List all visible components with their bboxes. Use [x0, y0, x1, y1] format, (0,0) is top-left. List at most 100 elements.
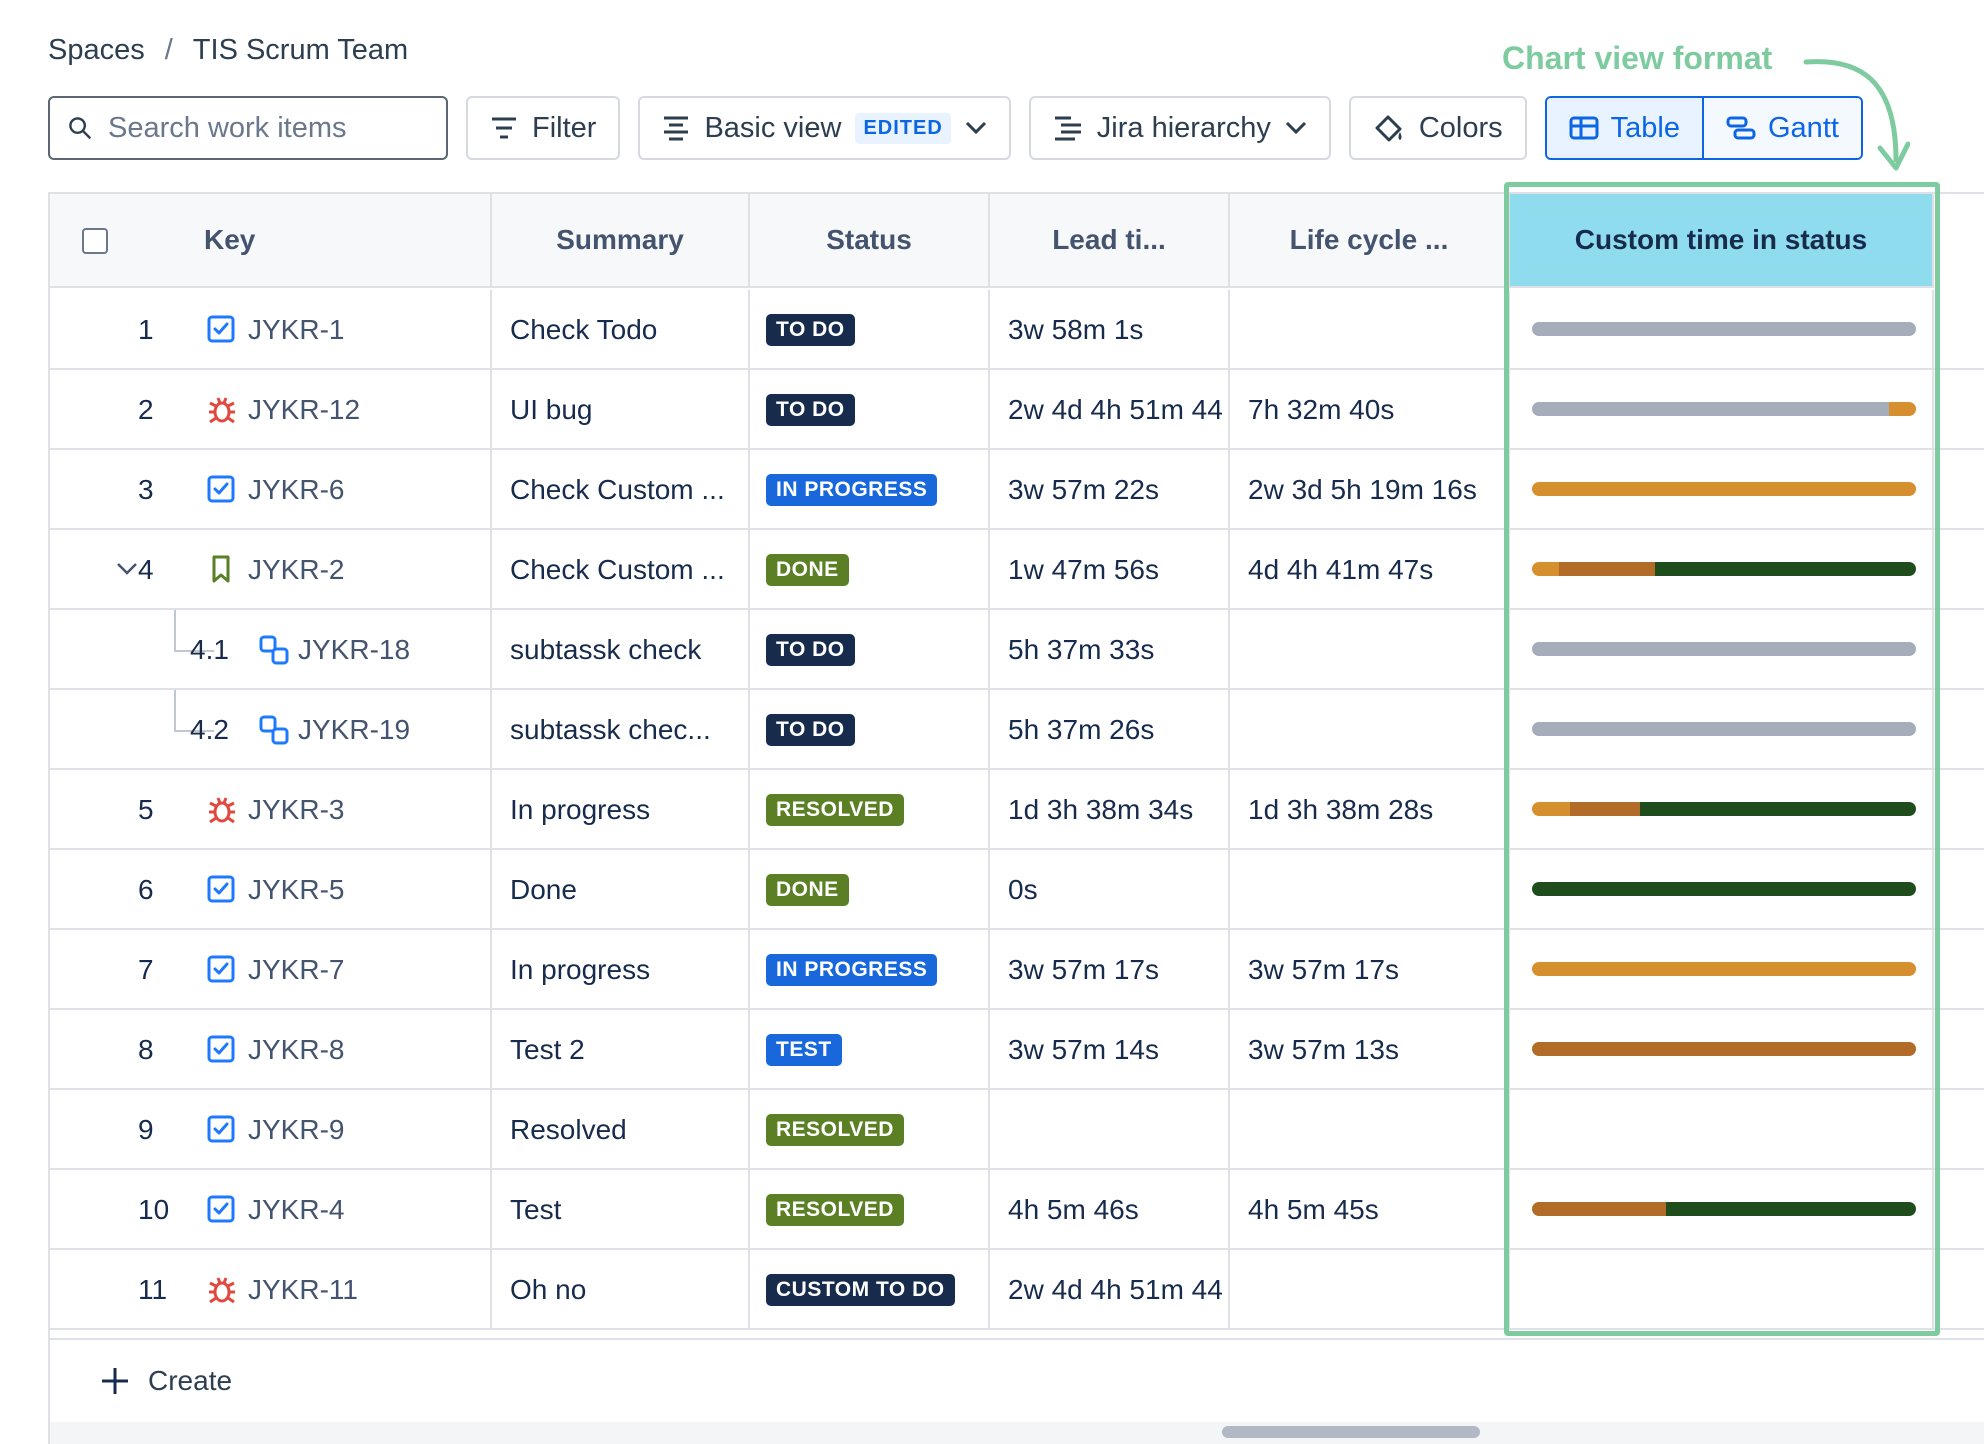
- status-badge[interactable]: TO DO: [766, 714, 855, 746]
- status-cell[interactable]: TO DO: [750, 290, 990, 370]
- summary-cell[interactable]: Resolved: [492, 1090, 750, 1170]
- status-cell[interactable]: DONE: [750, 850, 990, 930]
- status-cell[interactable]: TO DO: [750, 610, 990, 690]
- table-row[interactable]: 10 JYKR-4 Test RESOLVED 4h 5m 46s 4h 5m 45s: [50, 1170, 1984, 1250]
- status-badge[interactable]: TO DO: [766, 634, 855, 666]
- summary-cell[interactable]: UI bug: [492, 370, 750, 450]
- summary-cell[interactable]: In progress: [492, 770, 750, 850]
- table-row[interactable]: 4 JYKR-2 Check Custom ... DONE 1w 47m 56s 4d …: [50, 530, 1984, 610]
- table-row[interactable]: 8 JYKR-8 Test 2 TEST 3w 57m 14s 3w 57m 13s: [50, 1010, 1984, 1090]
- issue-key-link[interactable]: JYKR-6: [248, 474, 345, 505]
- status-badge[interactable]: TO DO: [766, 314, 855, 346]
- issue-key-link[interactable]: JYKR-19: [298, 714, 411, 745]
- filter-button[interactable]: Filter: [466, 96, 621, 160]
- issue-key-link[interactable]: JYKR-12: [248, 394, 361, 425]
- summary-cell[interactable]: Test: [492, 1170, 750, 1250]
- hierarchy-select-button[interactable]: Jira hierarchy: [1028, 96, 1331, 160]
- table-row[interactable]: 4.1 JYKR-18 subtassk check TO DO 5h 37m 33s: [50, 610, 1984, 690]
- summary-cell[interactable]: subtassk chec...: [492, 690, 750, 770]
- status-cell[interactable]: RESOLVED: [750, 770, 990, 850]
- time-in-status-bar[interactable]: [1532, 482, 1916, 496]
- table-view-button[interactable]: Table: [1546, 98, 1702, 158]
- chevron-down-icon[interactable]: [116, 562, 138, 576]
- lead-time-cell: 2w 4d 4h 51m 44: [990, 370, 1230, 450]
- status-badge[interactable]: RESOLVED: [766, 1194, 904, 1226]
- issue-key-link[interactable]: JYKR-18: [298, 634, 411, 665]
- status-cell[interactable]: CUSTOM TO DO: [750, 1250, 990, 1330]
- status-cell[interactable]: TO DO: [750, 370, 990, 450]
- table-row[interactable]: 7 JYKR-7 In progress IN PROGRESS 3w 57m 17s 3…: [50, 930, 1984, 1010]
- time-in-status-bar[interactable]: [1532, 802, 1916, 816]
- status-badge[interactable]: IN PROGRESS: [766, 954, 938, 986]
- issue-key-link[interactable]: JYKR-7: [248, 954, 345, 985]
- time-in-status-bar[interactable]: [1532, 882, 1916, 896]
- status-badge[interactable]: IN PROGRESS: [766, 474, 938, 506]
- summary-cell[interactable]: Done: [492, 850, 750, 930]
- issue-key-link[interactable]: JYKR-11: [248, 1274, 358, 1305]
- table-row[interactable]: 6 JYKR-5 Done DONE 0s: [50, 850, 1984, 930]
- summary-cell[interactable]: In progress: [492, 930, 750, 1010]
- time-in-status-bar[interactable]: [1532, 642, 1916, 656]
- status-cell[interactable]: TO DO: [750, 690, 990, 770]
- issue-key-link[interactable]: JYKR-2: [248, 554, 345, 585]
- summary-cell[interactable]: Oh no: [492, 1250, 750, 1330]
- column-header-status[interactable]: Status: [750, 194, 990, 288]
- horizontal-scrollbar[interactable]: [48, 1422, 1984, 1444]
- table-row[interactable]: 4.2 JYKR-19 subtassk chec... TO DO 5h 37m 26…: [50, 690, 1984, 770]
- status-badge[interactable]: DONE: [766, 874, 849, 906]
- table-row[interactable]: 9 JYKR-9 Resolved RESOLVED: [50, 1090, 1984, 1170]
- status-cell[interactable]: DONE: [750, 530, 990, 610]
- time-in-status-bar[interactable]: [1532, 322, 1916, 336]
- breadcrumb-spaces[interactable]: Spaces: [48, 34, 145, 66]
- issue-key-link[interactable]: JYKR-4: [248, 1194, 345, 1225]
- status-badge[interactable]: TO DO: [766, 394, 855, 426]
- table-row[interactable]: 1 JYKR-1 Check Todo TO DO 3w 58m 1s: [50, 290, 1984, 370]
- status-cell[interactable]: IN PROGRESS: [750, 930, 990, 1010]
- status-cell[interactable]: TEST: [750, 1010, 990, 1090]
- time-in-status-bar[interactable]: [1532, 722, 1916, 736]
- column-header-summary[interactable]: Summary: [492, 194, 750, 288]
- summary-cell[interactable]: Check Custom ...: [492, 530, 750, 610]
- issue-key-link[interactable]: JYKR-9: [248, 1114, 345, 1145]
- time-in-status-bar[interactable]: [1532, 402, 1916, 416]
- status-cell[interactable]: IN PROGRESS: [750, 450, 990, 530]
- status-badge[interactable]: CUSTOM TO DO: [766, 1274, 955, 1306]
- view-select-button[interactable]: Basic view EDITED: [638, 96, 1011, 160]
- issue-key-link[interactable]: JYKR-8: [248, 1034, 345, 1065]
- create-button[interactable]: Create: [48, 1338, 1984, 1422]
- summary-cell[interactable]: Check Custom ...: [492, 450, 750, 530]
- issue-key-link[interactable]: JYKR-1: [248, 314, 345, 345]
- status-cell[interactable]: RESOLVED: [750, 1090, 990, 1170]
- status-cell[interactable]: RESOLVED: [750, 1170, 990, 1250]
- lead-time-cell: [990, 1090, 1230, 1170]
- select-all-checkbox[interactable]: [82, 228, 108, 254]
- scrollbar-thumb[interactable]: [1222, 1426, 1480, 1438]
- time-in-status-bar[interactable]: [1532, 562, 1916, 576]
- column-header-custom-time[interactable]: Custom time in status: [1510, 194, 1934, 288]
- status-badge[interactable]: RESOLVED: [766, 1114, 904, 1146]
- table-row[interactable]: 11 JYKR-11 Oh no CUSTOM TO DO 2w 4d 4h 51m 4…: [50, 1250, 1984, 1330]
- column-header-key[interactable]: Key: [50, 194, 492, 288]
- column-header-life-cycle[interactable]: Life cycle ...: [1230, 194, 1510, 288]
- table-row[interactable]: 5 JYKR-3 In progress RESOLVED 1d 3h 38m 34s 1…: [50, 770, 1984, 850]
- column-header-lead-time[interactable]: Lead ti...: [990, 194, 1230, 288]
- status-badge[interactable]: RESOLVED: [766, 794, 904, 826]
- breadcrumb-current[interactable]: TIS Scrum Team: [192, 34, 409, 66]
- colors-button[interactable]: Colors: [1348, 96, 1527, 160]
- table-row[interactable]: 2 JYKR-12 UI bug TO DO 2w 4d 4h 51m 44 7h 32m…: [50, 370, 1984, 450]
- summary-cell[interactable]: Check Todo: [492, 290, 750, 370]
- time-in-status-bar[interactable]: [1532, 1202, 1916, 1216]
- gantt-view-button[interactable]: Gantt: [1702, 98, 1861, 158]
- issue-key-link[interactable]: JYKR-3: [248, 794, 345, 825]
- time-in-status-bar[interactable]: [1532, 1042, 1916, 1056]
- summary-cell[interactable]: subtassk check: [492, 610, 750, 690]
- table-row[interactable]: 3 JYKR-6 Check Custom ... IN PROGRESS 3w 57m…: [50, 450, 1984, 530]
- time-in-status-bar[interactable]: [1532, 962, 1916, 976]
- status-badge[interactable]: TEST: [766, 1034, 842, 1066]
- summary-cell[interactable]: Test 2: [492, 1010, 750, 1090]
- status-badge[interactable]: DONE: [766, 554, 849, 586]
- add-column-button[interactable]: +: [1980, 194, 1984, 288]
- search-box[interactable]: [48, 96, 448, 160]
- issue-key-link[interactable]: JYKR-5: [248, 874, 345, 905]
- search-input[interactable]: [108, 111, 428, 145]
